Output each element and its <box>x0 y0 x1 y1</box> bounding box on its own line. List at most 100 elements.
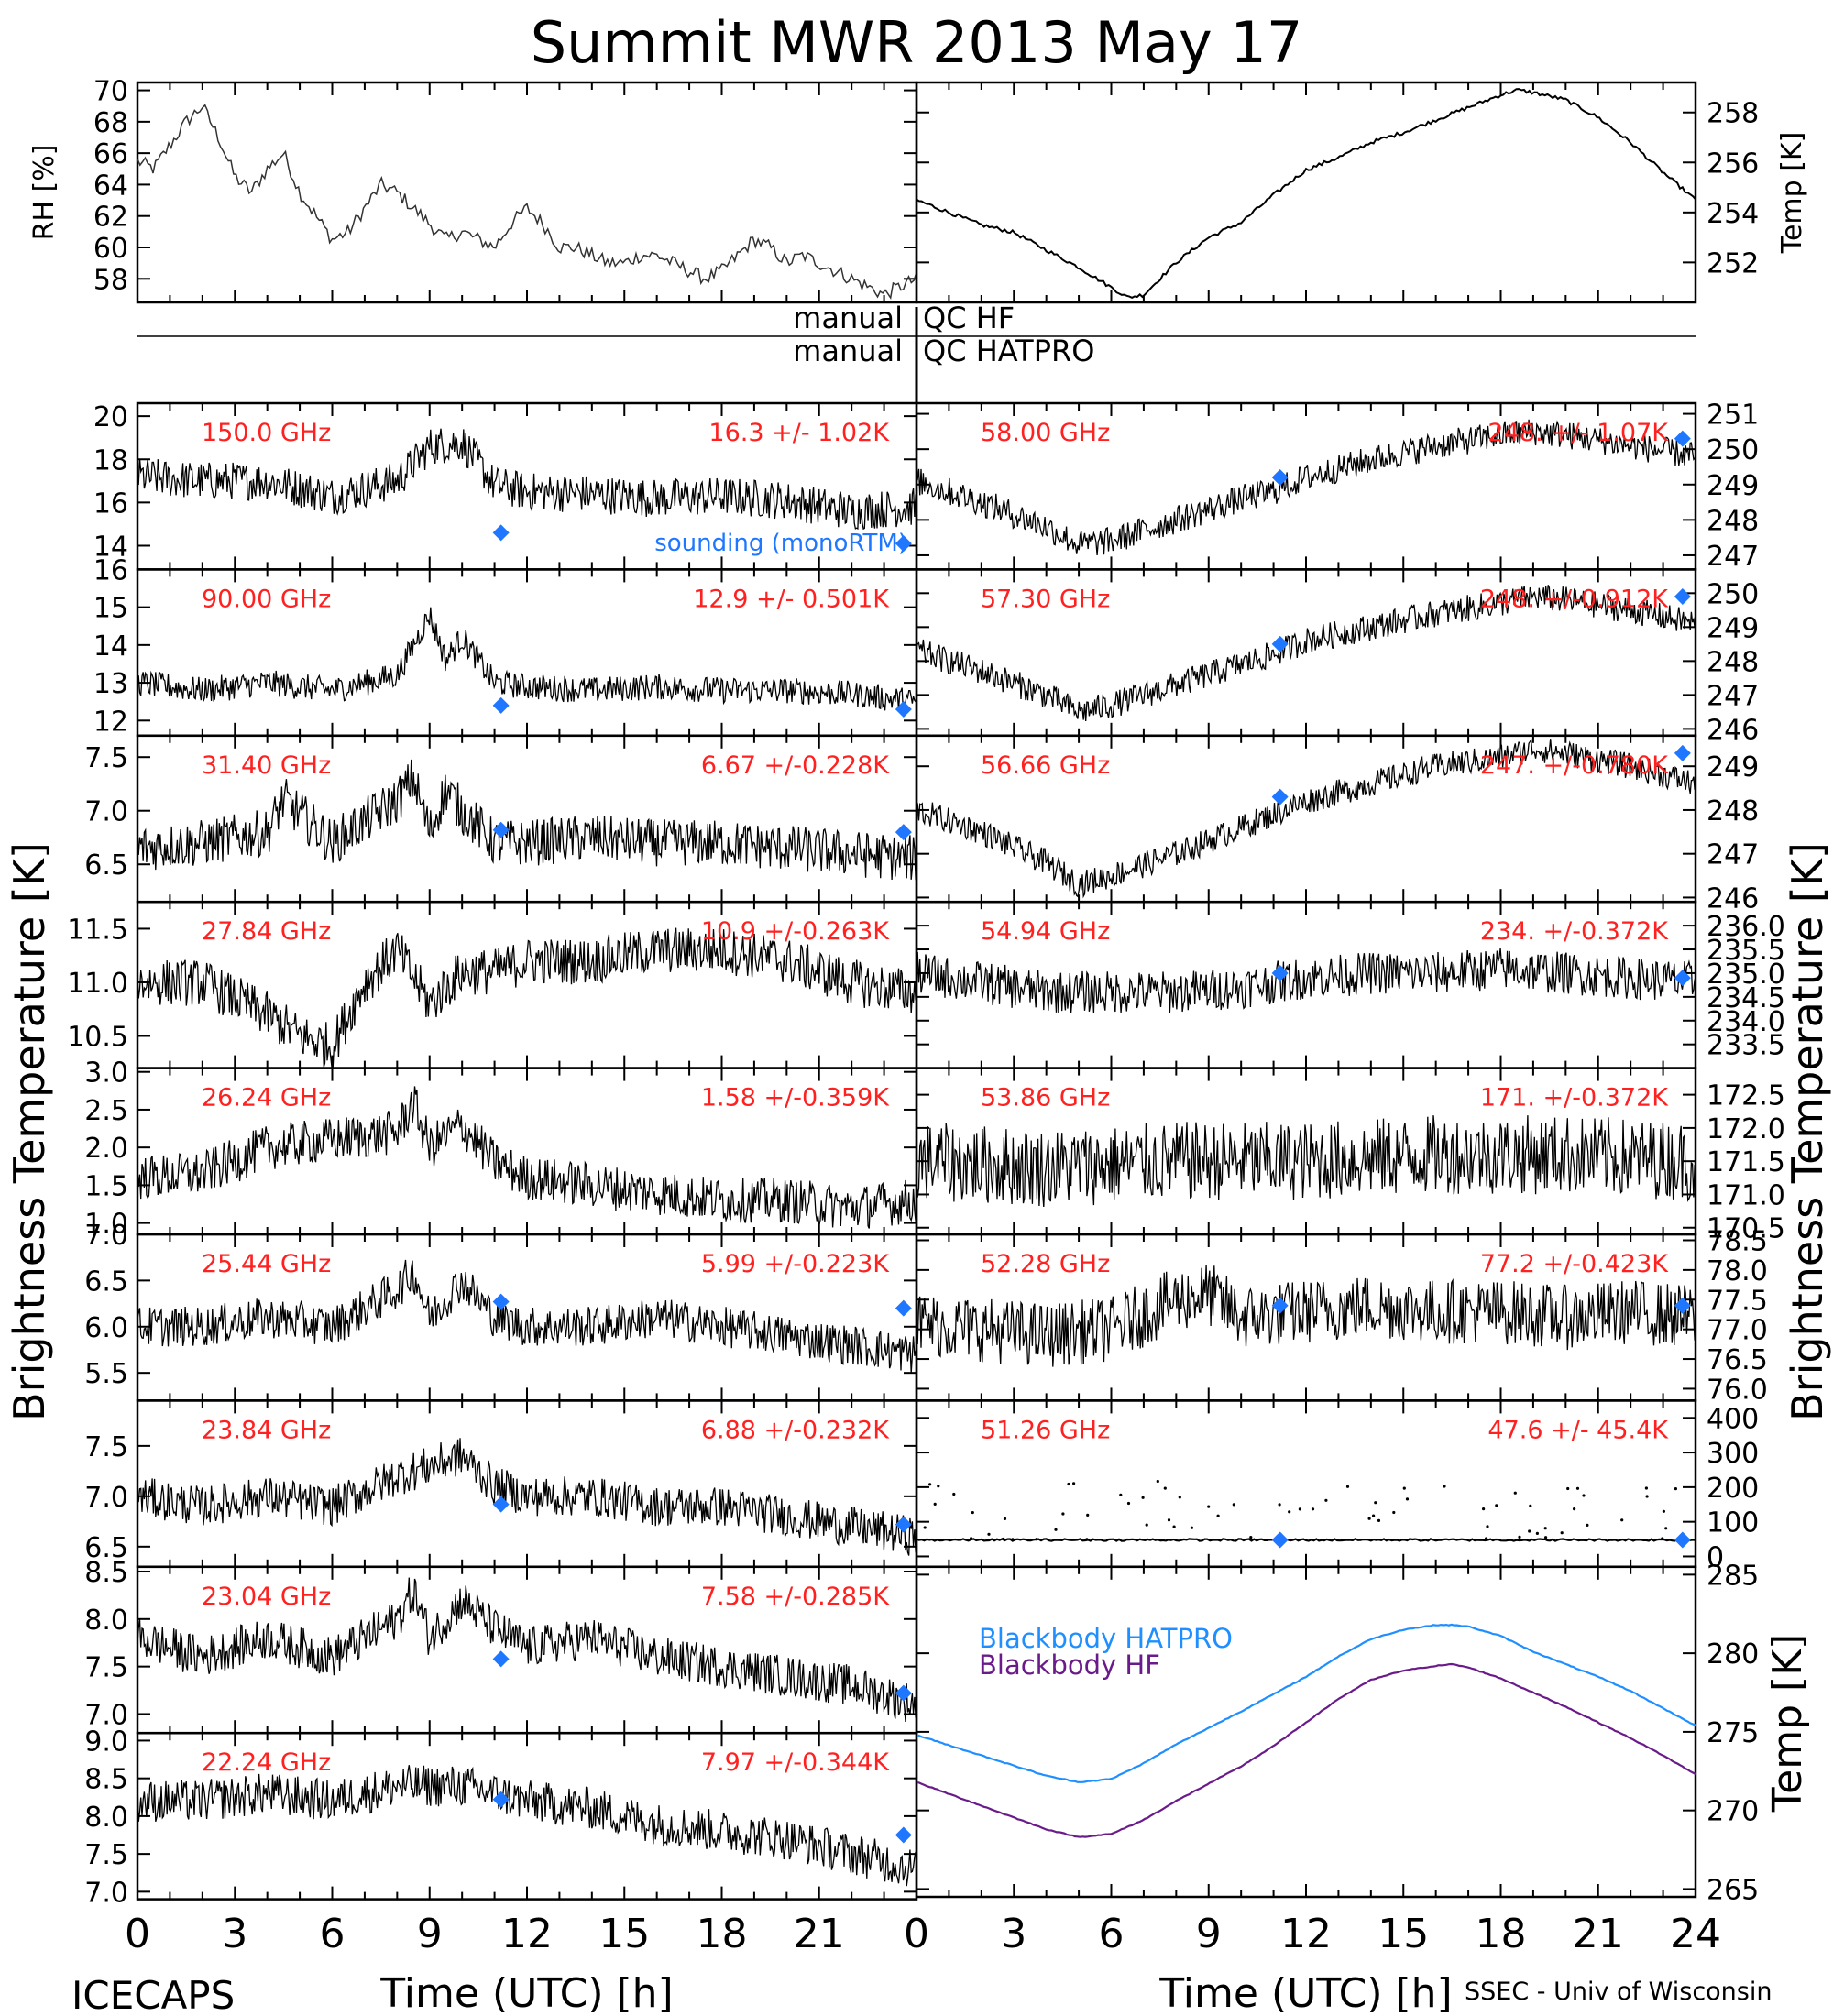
blackbody-axes-frame <box>915 1565 1697 1899</box>
outlier-point <box>1086 1513 1090 1517</box>
y-tick-label: 6.5 <box>84 1532 128 1564</box>
y-tick-label: 250 <box>1707 434 1759 466</box>
data-trace <box>137 1086 916 1229</box>
qc-hatpro-right-label: QC HATPRO <box>923 334 1094 368</box>
outlier-point <box>1119 1493 1123 1496</box>
data-trace <box>137 1765 916 1887</box>
outlier-point <box>1582 1494 1586 1497</box>
y-tick-label: 70 <box>93 76 128 108</box>
temp-axes-frame <box>915 81 1697 304</box>
y-tick-label: 14 <box>93 531 128 563</box>
y-tick-label: 11.5 <box>67 914 128 946</box>
outlier-point <box>1298 1507 1301 1511</box>
y-tick-label: 236.0 <box>1707 911 1785 943</box>
sounding-marker <box>492 1650 510 1668</box>
stats-label: 7.58 +/-0.285K <box>701 1583 890 1611</box>
frequency-label: 31.40 GHz <box>202 751 331 780</box>
outlier-point <box>952 1492 956 1496</box>
qc-hf-right-label: QC HF <box>923 301 1015 335</box>
data-trace <box>916 1265 1696 1367</box>
y-tick-label: 7.0 <box>84 1877 128 1909</box>
frequency-label: 58.00 GHz <box>981 419 1110 447</box>
outlier-point <box>1345 1485 1350 1488</box>
y-tick-label: 247 <box>1707 680 1759 712</box>
y-tick-label: 15 <box>93 593 128 625</box>
y-tick-label: 233.5 <box>1707 1030 1785 1062</box>
outlier-point <box>1392 1510 1396 1515</box>
outlier-point <box>1513 1491 1517 1495</box>
y-tick-label: 246 <box>1707 714 1759 746</box>
frequency-label: 22.24 GHz <box>202 1748 331 1777</box>
outlier-point <box>1190 1526 1193 1529</box>
stats-label: 7.97 +/-0.344K <box>701 1748 890 1777</box>
y-tick-label: 234.0 <box>1707 1006 1785 1038</box>
y-tick-label: 11.0 <box>67 968 128 1000</box>
outlier-point <box>1518 1535 1521 1539</box>
outlier-point <box>1156 1479 1159 1484</box>
y-tick-label: 16 <box>93 554 128 586</box>
frequency-label: 27.84 GHz <box>202 917 331 946</box>
outlier-point <box>1664 1527 1668 1530</box>
y-tick-label: 249 <box>1707 751 1759 783</box>
y-tick-label: 172.5 <box>1707 1080 1785 1112</box>
panel-c5228: 76.076.577.077.578.078.5 52.28 GHz 77.2 +/… <box>915 1225 1768 1406</box>
sounding-marker <box>1271 788 1289 805</box>
y-tick-label: 7.0 <box>84 1220 128 1252</box>
outlier-point <box>1543 1527 1547 1530</box>
y-tick-label: 64 <box>93 170 128 202</box>
sounding-marker <box>1674 1531 1691 1549</box>
outlier-point <box>1402 1486 1406 1490</box>
figure-title: Summit MWR 2013 May 17 <box>531 9 1303 76</box>
outlier-point <box>1443 1485 1446 1488</box>
panel-c2224: 7.0 7.5 8.0 8.5 9.0 22.24 GHz 7.97 +/-0.344K <box>84 1726 918 1909</box>
x-tick-label: 0 <box>125 1911 150 1957</box>
outlier-point <box>1054 1528 1058 1531</box>
stats-label: 171. +/-0.372K <box>1480 1084 1669 1112</box>
outlier-point <box>1377 1518 1381 1522</box>
outlier-point <box>1085 1538 1089 1541</box>
rh-line <box>137 104 917 300</box>
frequency-label: 53.86 GHz <box>981 1084 1110 1112</box>
outlier-point <box>1126 1501 1131 1506</box>
outlier-point <box>970 1537 973 1540</box>
outlier-point <box>1141 1496 1145 1499</box>
sounding-marker <box>1271 964 1289 981</box>
y-tick-label: 5.5 <box>84 1358 128 1390</box>
outlier-point <box>1529 1504 1532 1507</box>
blackbody-panel: 265 270 275 280 285 Blackbody HATPROBlackbody… <box>915 1560 1811 1906</box>
data-trace <box>916 585 1696 722</box>
outlier-point <box>1145 1523 1148 1527</box>
sounding-marker <box>492 524 510 542</box>
y-tick-label: 76.0 <box>1707 1374 1768 1406</box>
sounding-marker <box>1674 1297 1691 1314</box>
y-tick-label: 10.5 <box>67 1021 128 1053</box>
data-trace <box>137 759 916 881</box>
sounding-marker <box>492 821 510 838</box>
data-trace <box>916 738 1696 899</box>
data-trace <box>916 1538 1696 1542</box>
y-tick-label: 300 <box>1707 1438 1759 1470</box>
x-tick-label: 3 <box>222 1911 247 1957</box>
outlier-point <box>1278 1503 1281 1507</box>
outlier-point <box>1661 1537 1664 1540</box>
panel-c2624: 1.0 1.5 2.0 2.5 3.0 26.24 GHz 1.58 +/-0.359K <box>84 1057 918 1241</box>
x-tick-label: 15 <box>598 1911 650 1957</box>
outlier-point <box>1575 1486 1580 1490</box>
sounding-marker <box>492 1791 510 1808</box>
y-tick-label: 400 <box>1707 1403 1759 1435</box>
frequency-label: 25.44 GHz <box>202 1250 331 1278</box>
y-tick-label: 78.0 <box>1707 1255 1768 1287</box>
x-tick-label: 6 <box>1099 1911 1125 1957</box>
outlier-point <box>1372 1514 1376 1517</box>
y-tick-label: 248 <box>1707 505 1759 537</box>
x-tick-label: 18 <box>697 1911 748 1957</box>
x-tick-label: 24 <box>1670 1911 1721 1957</box>
frequency-label: 52.28 GHz <box>981 1250 1110 1278</box>
temp-line <box>916 88 1696 300</box>
y-tick-label: 76.5 <box>1707 1344 1768 1376</box>
